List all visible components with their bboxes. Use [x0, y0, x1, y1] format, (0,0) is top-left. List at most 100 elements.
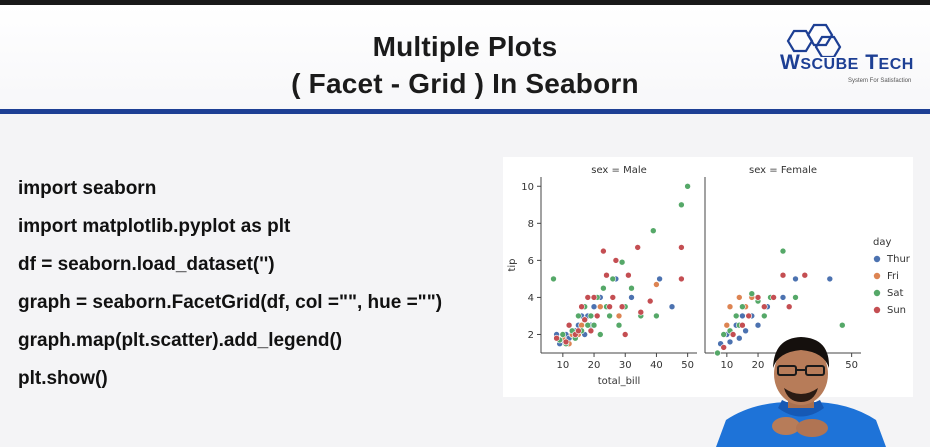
scatter-point — [726, 303, 734, 310]
scatter-point — [678, 201, 685, 209]
scatter-point — [600, 247, 607, 255]
scatter-point — [754, 321, 762, 329]
legend-entry: Thur — [886, 254, 911, 265]
scatter-point — [581, 316, 588, 323]
top-bar — [0, 0, 930, 5]
scatter-point — [628, 294, 635, 301]
scatter-point — [615, 321, 623, 329]
scatter-point — [634, 244, 641, 251]
x-tick-label: 40 — [650, 360, 663, 371]
scatter-point — [575, 312, 582, 320]
scatter-point — [678, 275, 685, 283]
hexagon-logo-icon — [786, 23, 842, 57]
scatter-point — [656, 275, 663, 283]
code-line: graph.map(plt.scatter).add_legend() — [18, 330, 343, 351]
x-tick-label: 20 — [588, 360, 601, 371]
scatter-point — [606, 312, 613, 320]
scatter-point — [745, 312, 752, 320]
facet-grid-chart: sex = Male 10 20 30 40 50 2 4 6 8 10 total_bill tip s… — [507, 165, 911, 387]
facet-grid-figure: sex = Male 10 20 30 40 50 2 4 6 8 10 total_bill tip s… — [503, 157, 913, 397]
code-line: graph = seaborn.FacetGrid(df, col ="", h… — [18, 292, 443, 313]
scatter-point — [739, 321, 746, 329]
scatter-point — [575, 327, 582, 335]
slide-title-line1: Multiple Plots — [372, 31, 558, 62]
logo-tagline: System For Satisfaction — [848, 78, 912, 84]
logo-letter: W — [780, 51, 801, 74]
slide-title-line2: ( Facet - Grid ) In Seaborn — [291, 68, 639, 99]
scatter-point — [628, 284, 635, 292]
scatter-point — [597, 303, 604, 310]
scatter-point — [618, 303, 626, 310]
scatter-point — [603, 271, 610, 279]
scatter-point — [646, 297, 654, 305]
scatter-point — [729, 331, 737, 338]
scatter-point — [587, 312, 595, 320]
presenter-webcam — [716, 337, 886, 447]
scatter-point — [593, 312, 601, 320]
y-tick-label: 4 — [528, 293, 534, 304]
scatter-point — [678, 244, 685, 251]
facet-title: sex = Male — [591, 165, 647, 176]
scatter-point — [760, 312, 768, 320]
scatter-point — [584, 294, 592, 301]
legend-marker — [873, 289, 881, 297]
scatter-point — [559, 331, 567, 338]
x-tick-label: 50 — [845, 360, 858, 371]
y-axis-label: tip — [507, 258, 518, 271]
scatter-point — [723, 321, 731, 329]
y-tick-label: 2 — [528, 330, 534, 341]
scatter-point — [736, 334, 743, 342]
scatter-point — [684, 182, 691, 190]
legend-entry: Fri — [887, 271, 899, 282]
logo-letter: T — [865, 51, 879, 74]
x-tick-label: 10 — [556, 360, 569, 371]
scatter-point — [792, 294, 799, 301]
scatter-point — [736, 294, 743, 301]
logo-letter: ECH — [878, 56, 914, 73]
scatter-point — [801, 271, 809, 279]
scatter-point — [625, 271, 632, 279]
scatter-point — [739, 312, 746, 320]
legend-marker — [873, 255, 881, 263]
x-tick-label: 50 — [681, 360, 694, 371]
scatter-point — [618, 258, 626, 266]
scatter-point — [550, 275, 557, 283]
scatter-point — [779, 271, 787, 279]
header-divider — [0, 109, 930, 114]
x-tick-label: 30 — [619, 360, 632, 371]
scatter-point — [606, 303, 613, 310]
scatter-point — [792, 275, 799, 283]
code-line: plt.show() — [18, 368, 108, 389]
scatter-point — [609, 275, 617, 283]
logo-letter: S — [800, 56, 812, 73]
code-line: import matplotlib.pyplot as plt — [18, 216, 291, 237]
scatter-point — [732, 312, 740, 320]
legend-marker — [873, 272, 881, 280]
wscube-logo: WSCUBE TECH System For Satisfaction — [776, 23, 926, 95]
y-tick-label: 6 — [528, 256, 534, 267]
scatter-point — [785, 303, 793, 310]
legend-title: day — [873, 237, 891, 248]
scatter-point — [779, 294, 787, 301]
scatter-point — [597, 331, 604, 338]
scatter-point — [590, 294, 598, 301]
x-tick-label: 20 — [752, 360, 765, 371]
legend-entry: Sat — [887, 288, 903, 299]
scatter-point — [553, 334, 560, 342]
legend-entry: Sun — [887, 305, 906, 316]
scatter-point — [720, 344, 727, 351]
x-tick-label: 10 — [720, 360, 733, 371]
x-axis-label: total_bill — [598, 376, 641, 387]
scatter-point — [590, 303, 598, 310]
scatter-point — [621, 331, 629, 338]
legend-marker — [873, 306, 881, 314]
scatter-point — [754, 294, 762, 301]
facet-title: sex = Female — [749, 165, 817, 176]
scatter-point — [720, 331, 727, 338]
scatter-point — [760, 303, 768, 310]
logo-letter: CUBE — [811, 56, 859, 73]
scatter-point — [615, 312, 623, 320]
scatter-point — [653, 312, 660, 320]
scatter-point — [826, 275, 834, 283]
scatter-point — [590, 321, 598, 329]
